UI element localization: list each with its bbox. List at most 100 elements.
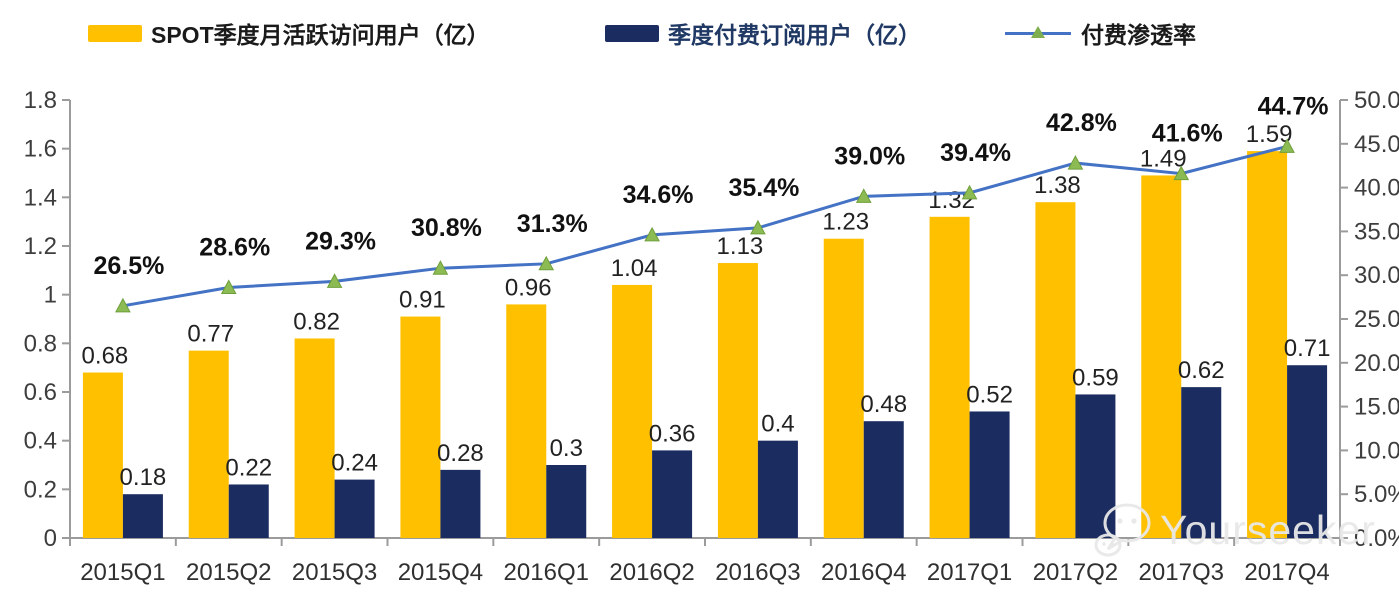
subscribers-bar-label: 0.22 [225, 454, 272, 481]
penetration-marker[interactable] [750, 219, 766, 235]
left-axis-label: 0.2 [24, 476, 57, 503]
mau-bar[interactable] [188, 350, 229, 538]
penetration-label: 39.0% [834, 142, 905, 170]
penetration-label: 26.5% [93, 252, 164, 280]
subscribers-bar[interactable] [228, 484, 269, 538]
mau-bar[interactable] [823, 238, 864, 538]
penetration-marker[interactable] [1279, 138, 1295, 153]
right-axis-label: 50.0% [1354, 87, 1399, 114]
subscribers-bar[interactable] [969, 411, 1010, 538]
mau-bar[interactable] [929, 216, 970, 539]
subscribers-bar[interactable] [863, 421, 904, 538]
penetration-label: 35.4% [728, 174, 799, 202]
x-axis-label: 2015Q4 [398, 559, 483, 586]
penetration-marker[interactable] [961, 184, 978, 200]
penetration-marker[interactable] [326, 273, 343, 288]
penetration-line[interactable] [122, 144, 1288, 308]
mau-bar[interactable] [82, 372, 123, 538]
subscribers-bar[interactable] [546, 465, 587, 538]
x-axis-label: 2016Q3 [715, 559, 800, 586]
subscribers-bar-label: 0.18 [120, 464, 167, 491]
penetration-marker[interactable] [855, 188, 872, 203]
penetration-label: 31.3% [517, 210, 588, 238]
mau-bar[interactable] [1035, 202, 1076, 538]
mau-bar[interactable] [717, 263, 758, 538]
penetration-label: 28.6% [199, 233, 270, 261]
subscribers-bar[interactable] [122, 494, 163, 538]
subscribers-bar[interactable] [1287, 365, 1328, 538]
mau-series-swatch [88, 24, 142, 42]
left-axis-label: 0.6 [24, 379, 57, 406]
x-axis-label: 2017Q4 [1244, 559, 1329, 586]
triangle-marker-icon [1031, 26, 1045, 38]
right-axis-label: 45.0% [1354, 131, 1399, 158]
x-axis-label: 2015Q1 [80, 559, 165, 586]
subscribers-bar[interactable] [334, 479, 375, 538]
legend-label-subscribers: 季度付费订阅用户（亿） [668, 22, 921, 48]
subscribers-bar[interactable] [1075, 394, 1116, 538]
penetration-label: 42.8% [1046, 109, 1117, 137]
left-axis-label: 1 [44, 282, 57, 309]
subscribers-bar-label: 0.28 [437, 440, 484, 467]
mau-bar-label: 1.13 [717, 233, 764, 260]
penetration-marker[interactable] [644, 226, 660, 242]
mau-bar-label: 1.38 [1034, 172, 1081, 199]
right-axis-label: 15.0% [1354, 394, 1399, 421]
right-axis-label: 35.0% [1354, 218, 1399, 245]
subscribers-bar-label: 0.4 [761, 411, 794, 438]
subscribers-bar[interactable] [440, 469, 481, 538]
left-axis-label: 0.8 [24, 330, 57, 357]
right-axis-label: 0.0% [1354, 525, 1399, 552]
x-axis-label: 2015Q2 [186, 559, 271, 586]
subscribers-bar-label: 0.24 [331, 450, 378, 477]
mau-bar[interactable] [1141, 175, 1182, 538]
mau-bar-label: 0.77 [187, 321, 234, 348]
penetration-marker[interactable] [115, 297, 131, 313]
mau-bar[interactable] [612, 284, 653, 538]
mau-bar[interactable] [1247, 151, 1288, 538]
legend-item-subscribers[interactable]: 季度付费订阅用户（亿） [605, 16, 921, 50]
legend-item-mau[interactable]: SPOT季度月活跃访问用户（亿） [88, 16, 490, 50]
penetration-label: 34.6% [623, 181, 694, 209]
penetration-label: 41.6% [1152, 120, 1223, 148]
mau-bar-label: 0.82 [293, 308, 340, 335]
mau-bar[interactable] [294, 338, 335, 538]
subscribers-bar[interactable] [652, 450, 693, 538]
x-axis-label: 2017Q2 [1033, 559, 1118, 586]
right-axis-label: 20.0% [1354, 350, 1399, 377]
mau-bar[interactable] [400, 316, 441, 538]
right-axis-label: 10.0% [1354, 437, 1399, 464]
left-axis-label: 1.6 [24, 136, 57, 163]
subscribers-bar-label: 0.52 [966, 381, 1013, 408]
penetration-marker[interactable] [220, 279, 237, 294]
subscribers-series-swatch [605, 24, 659, 42]
subscribers-bar-label: 0.71 [1284, 335, 1331, 362]
penetration-label: 39.4% [940, 139, 1011, 167]
mau-bar-label: 0.68 [82, 343, 129, 370]
x-axis-label: 2016Q4 [821, 559, 906, 586]
subscribers-bar[interactable] [1181, 387, 1222, 538]
x-axis-label: 2016Q2 [609, 559, 694, 586]
penetration-marker[interactable] [538, 255, 555, 271]
legend-item-penetration[interactable]: 付费渗透率 [1005, 16, 1196, 50]
subscribers-bar-label: 0.3 [550, 435, 583, 462]
left-axis-label: 1.8 [24, 87, 57, 114]
left-axis-label: 0.4 [24, 428, 57, 455]
penetration-label: 30.8% [411, 214, 482, 242]
mau-bar[interactable] [506, 304, 547, 538]
mau-bar-label: 0.91 [399, 287, 446, 314]
penetration-marker[interactable] [1173, 165, 1190, 181]
mau-bar-label: 1.04 [611, 255, 658, 282]
right-axis-label: 5.0% [1354, 481, 1399, 508]
subscribers-bar-label: 0.48 [860, 391, 907, 418]
left-axis-label: 1.4 [24, 184, 57, 211]
penetration-marker[interactable] [432, 260, 449, 275]
penetration-label: 44.7% [1258, 92, 1329, 120]
penetration-marker[interactable] [1067, 155, 1084, 170]
legend-label-penetration: 付费渗透率 [1081, 22, 1196, 48]
right-axis-label: 40.0% [1354, 175, 1399, 202]
mau-bar-label: 1.23 [822, 209, 869, 236]
right-axis-label: 25.0% [1354, 306, 1399, 333]
subscribers-bar[interactable] [757, 440, 798, 538]
